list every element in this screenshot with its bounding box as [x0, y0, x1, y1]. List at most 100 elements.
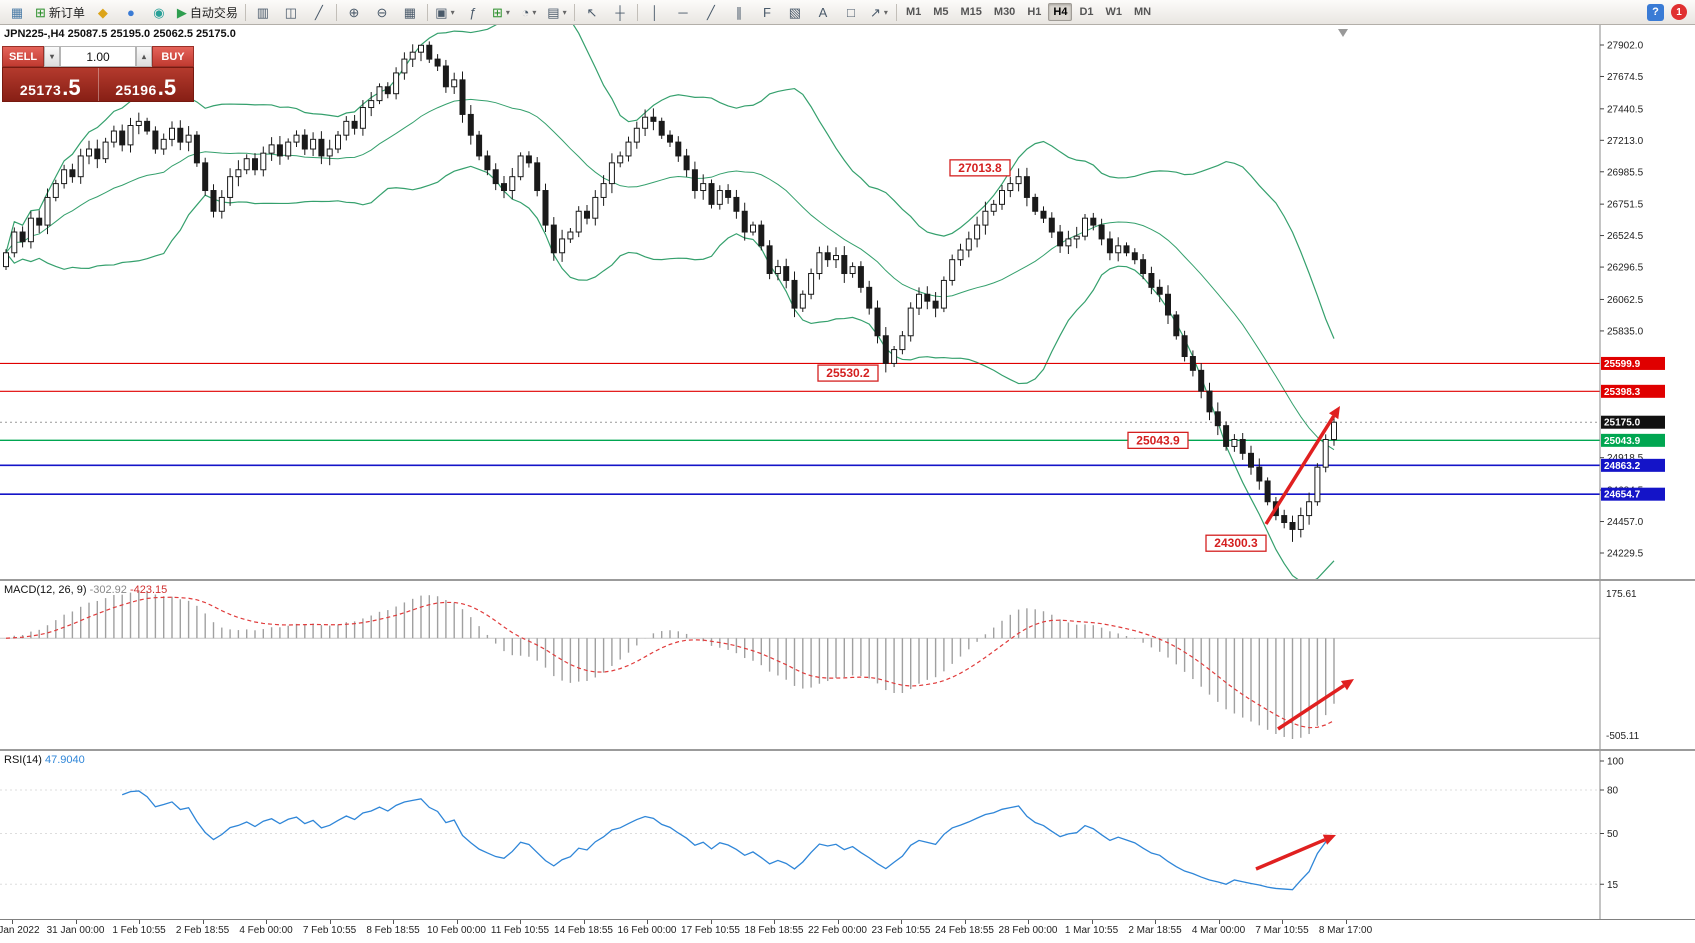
zoom-out-button[interactable]: ⊖ — [368, 1, 396, 23]
time-axis-label: 10 Feb 00:00 — [427, 925, 486, 936]
timeframe-w1-button[interactable]: W1 — [1105, 6, 1123, 18]
macd-panel[interactable]: 175.61 -505.11 MACD(12, 26, 9) -302.92 -4… — [0, 581, 1695, 749]
price-axis-label: 25835.0 — [1607, 326, 1644, 337]
candle-body — [210, 190, 217, 212]
crosshair-button[interactable]: ┼ — [606, 1, 634, 23]
fibonacci-button[interactable]: F — [753, 1, 781, 23]
price-axis-badge-label: 25175.0 — [1604, 418, 1641, 429]
buy-price[interactable]: 25196 .5 — [99, 68, 194, 101]
timeframe-m5-button[interactable]: M5 — [933, 6, 949, 18]
market-button[interactable]: ◉ — [145, 1, 173, 23]
add-indicator-button[interactable]: ⊞ ▾ — [487, 1, 515, 23]
time-axis-label: 23 Feb 10:55 — [871, 925, 931, 936]
chart-bars-button[interactable]: ▥ — [249, 1, 277, 23]
horizontal-line-button[interactable]: ─ — [669, 1, 697, 23]
timeframe-h4-button[interactable]: H4 — [1048, 3, 1073, 21]
candle-body — [808, 273, 815, 295]
cursor-button[interactable]: ↖ — [578, 1, 606, 23]
candle-body — [1148, 273, 1155, 288]
panel-splitter[interactable] — [0, 749, 1695, 751]
candle-body — [741, 210, 748, 233]
text-button[interactable]: A — [809, 1, 837, 23]
chart-line-button[interactable]: ╱ — [305, 1, 333, 23]
volume-decrease-button[interactable]: ▾ — [44, 46, 60, 67]
panel-splitter[interactable] — [0, 579, 1695, 581]
price-axis-badge — [1601, 433, 1665, 447]
candle-body — [11, 231, 18, 254]
candle-body — [584, 210, 590, 219]
candle-body — [1173, 314, 1180, 337]
price-axis-badge-label: 24654.7 — [1604, 490, 1641, 501]
buy-button[interactable]: BUY — [152, 46, 194, 67]
chart-title: JPN225-,H4 25087.5 25195.0 25062.5 25175… — [4, 28, 236, 40]
candle-body — [36, 217, 43, 226]
chart-candles-button[interactable]: ◫ — [277, 1, 305, 23]
candle-body — [351, 120, 358, 129]
candle-body — [891, 349, 898, 364]
tile-windows-button[interactable]: ▦ — [396, 1, 424, 23]
rsi-indicator-name: RSI(14) — [4, 754, 42, 766]
rsi-value: 47.9040 — [44, 754, 85, 766]
candle-body — [899, 335, 906, 351]
text-label-button[interactable]: □ — [837, 1, 865, 23]
auto-trading-button[interactable]: ▶ 自动交易 — [173, 1, 242, 23]
rsi-panel[interactable]: 100 80 50 15 RSI(14) 47.9040 — [0, 751, 1695, 919]
periods-button[interactable]: ◔ ▾ — [515, 1, 543, 23]
timeframe-m30-button[interactable]: M30 — [993, 6, 1016, 18]
time-axis-label: 7 Mar 10:55 — [1255, 925, 1309, 936]
price-callout-box[interactable] — [949, 159, 1011, 177]
community-button[interactable]: ● — [117, 1, 145, 23]
new-chart-button[interactable]: ▦ — [3, 1, 31, 23]
price-callout-label: 25530.2 — [826, 366, 870, 380]
rsi-trend-arrow — [1255, 838, 1326, 871]
candle-body — [27, 217, 34, 243]
trendline-icon: ╱ — [707, 4, 715, 20]
volume-increase-button[interactable]: ▴ — [136, 46, 152, 67]
sell-button[interactable]: SELL — [2, 46, 44, 67]
buy-price-main: 25196 — [115, 82, 157, 98]
auto-arrange-button[interactable]: ▣ ▾ — [431, 1, 459, 23]
equidistant-channel-button[interactable]: ∥ — [725, 1, 753, 23]
trendline-button[interactable]: ╱ — [697, 1, 725, 23]
price-axis-badge — [1601, 384, 1665, 398]
time-axis-label: 2 Mar 18:55 — [1128, 925, 1182, 936]
price-chart-panel[interactable]: 27902.0 27674.5 27440.5 27213.0 26985.5 26751… — [0, 25, 1695, 579]
chart-shift-marker-icon[interactable] — [1338, 29, 1348, 37]
time-axis-tick — [202, 920, 204, 924]
notification-badge[interactable]: 1 — [1671, 4, 1687, 20]
fibonacci-icon: F — [762, 4, 771, 20]
candle-body — [1023, 176, 1030, 198]
candle-body — [1106, 238, 1113, 254]
time-axis-label: 14 Feb 18:55 — [554, 925, 613, 936]
price-callout-box[interactable] — [1205, 534, 1267, 552]
timeframe-m15-button[interactable]: M15 — [960, 6, 982, 18]
candle-body — [824, 252, 831, 261]
new-order-label: 新订单 — [48, 5, 85, 20]
new-order-button[interactable]: ⊞ 新订单 — [31, 1, 89, 23]
help-button[interactable]: ? — [1647, 3, 1664, 21]
price-callout-box[interactable] — [817, 364, 879, 382]
templates-button[interactable]: ▤ ▾ — [543, 1, 571, 23]
zoom-out-icon: ⊖ — [376, 4, 388, 20]
timeframe-d1-button[interactable]: D1 — [1079, 6, 1094, 18]
candle-body — [716, 190, 723, 205]
arrows-tool-button[interactable]: ↗ ▾ — [865, 1, 893, 23]
vertical-line-button[interactable]: │ — [641, 1, 669, 23]
candle-body — [335, 134, 341, 150]
time-axis[interactable]: 31 Jan 2022 31 Jan 00:00 1 Feb 10:55 2 Feb … — [0, 919, 1695, 942]
auto-arrange-caret-icon: ▾ — [450, 7, 455, 17]
timeframe-h1-button[interactable]: H1 — [1027, 6, 1042, 18]
shapes-button[interactable]: ▧ — [781, 1, 809, 23]
sell-price[interactable]: 25173 .5 — [3, 68, 98, 101]
time-axis-label: 17 Feb 10:55 — [681, 925, 740, 936]
buy-price-pips: .5 — [157, 75, 177, 101]
candle-body — [542, 190, 549, 226]
timeframe-m1-button[interactable]: M1 — [905, 6, 922, 18]
zoom-in-button[interactable]: ⊕ — [340, 1, 368, 23]
indicators-button[interactable]: ƒ — [459, 1, 487, 23]
price-callout-box[interactable] — [1127, 431, 1189, 449]
metaeditor-button[interactable]: ◆ — [89, 1, 117, 23]
timeframe-mn-button[interactable]: MN — [1134, 6, 1152, 18]
candle-body — [144, 120, 151, 132]
volume-input[interactable]: 1.00 — [60, 46, 136, 67]
